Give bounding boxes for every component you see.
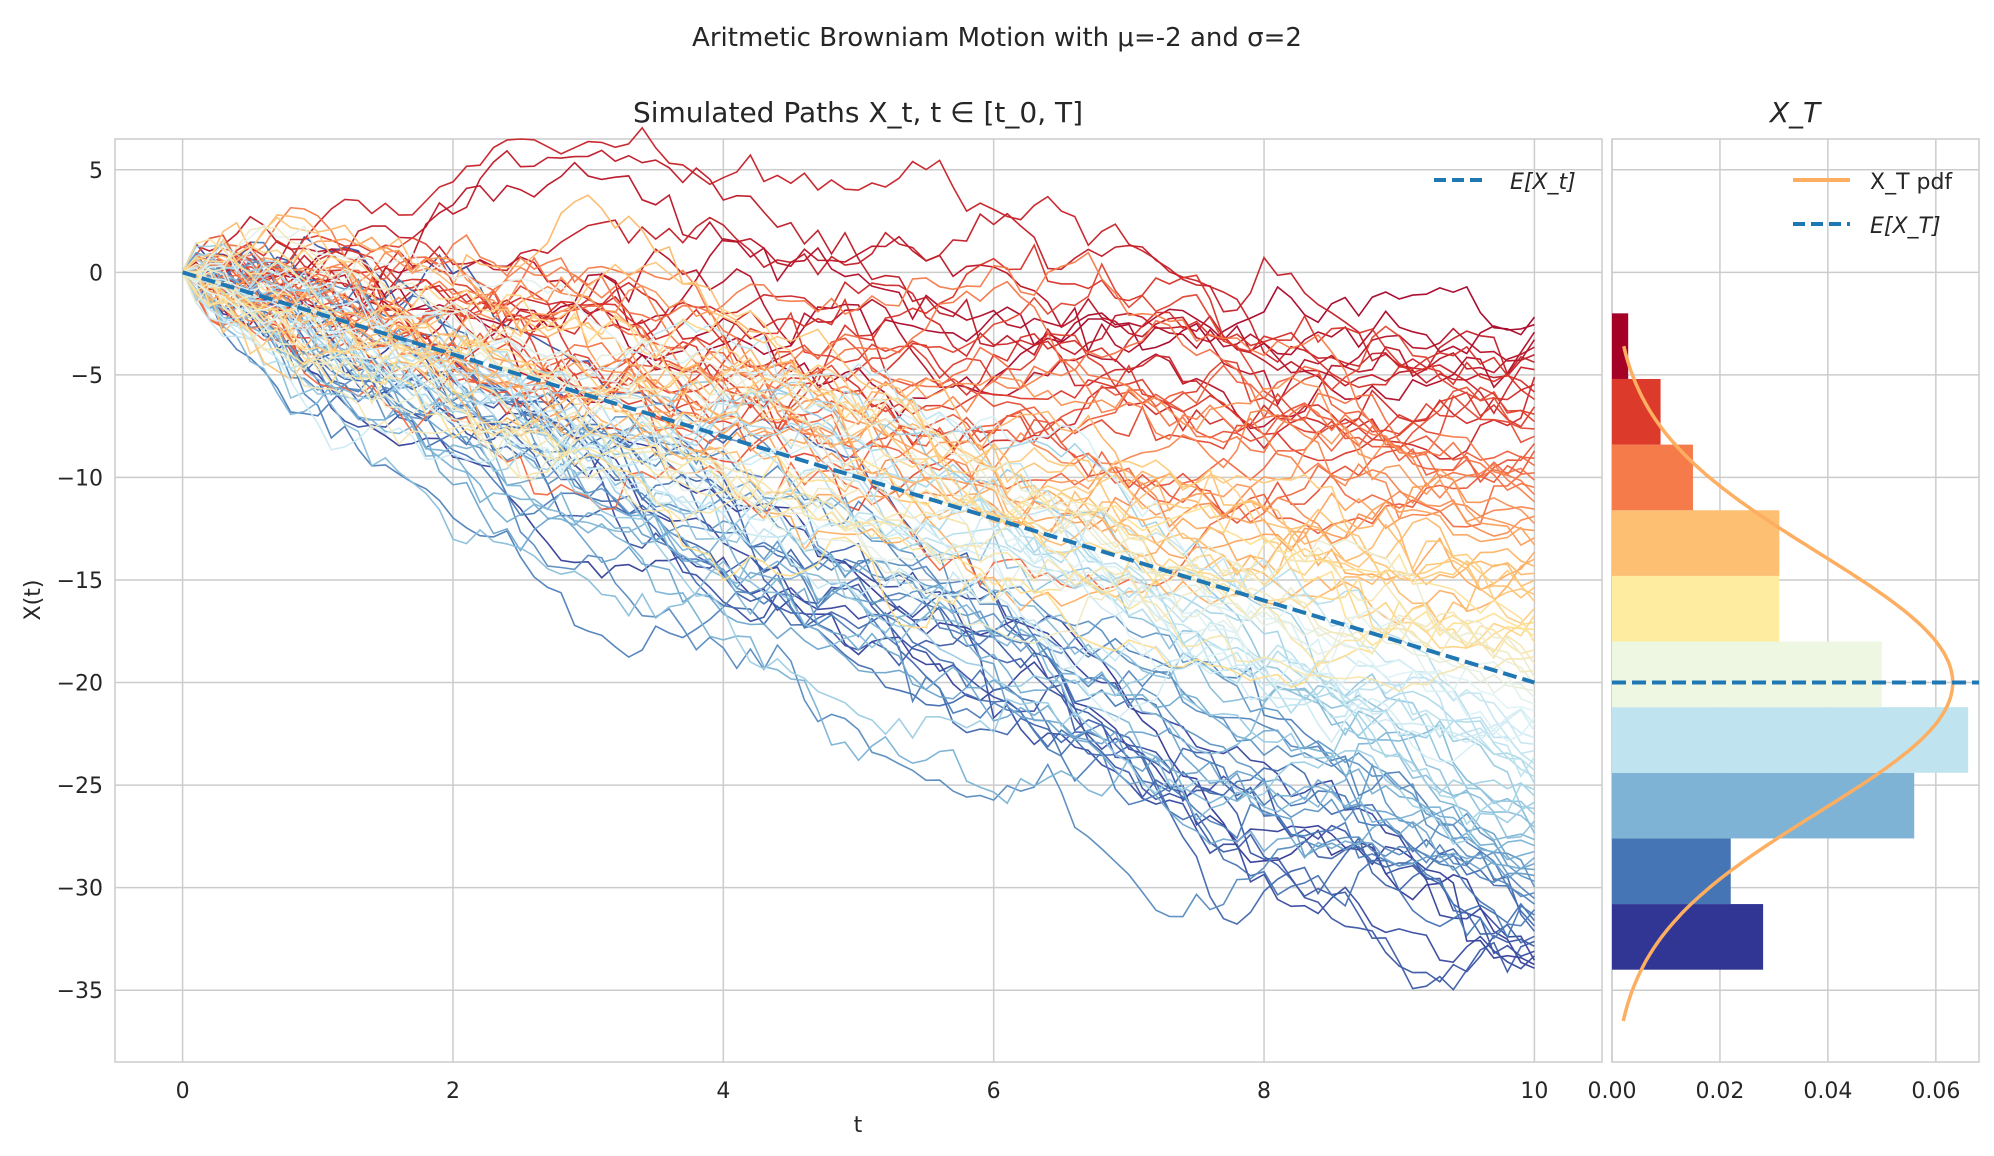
histogram-bar — [1612, 444, 1693, 511]
legend-mean-label-hist: E[X_T] — [1870, 214, 1941, 239]
paths-y-tick-label: 0 — [89, 261, 103, 286]
legend-pdf-label: X_T pdf — [1870, 170, 1953, 195]
simulated-path — [182, 263, 1536, 678]
simulated-path — [181, 271, 1535, 966]
simulated-path — [181, 271, 1535, 647]
simulated-path — [181, 266, 1535, 505]
paths-x-tick-label: 2 — [446, 1079, 460, 1104]
simulated-path — [181, 271, 1536, 685]
simulated-path — [181, 252, 1536, 460]
simulated-path — [182, 271, 1535, 883]
simulated-path — [181, 256, 1535, 451]
paths-y-tick-label: −5 — [71, 364, 103, 389]
simulated-path — [182, 271, 1535, 626]
histogram-bar — [1612, 575, 1780, 642]
simulated-path — [182, 257, 1535, 826]
paths-y-tick-label: −20 — [57, 672, 103, 697]
paths-y-tick-label: 5 — [89, 159, 103, 184]
simulated-path — [181, 271, 1536, 602]
paths-x-tick-label: 6 — [987, 1079, 1001, 1104]
paths-x-tick-label: 4 — [716, 1079, 730, 1104]
simulated-path — [182, 265, 1535, 699]
simulated-path — [182, 269, 1536, 665]
simulated-path — [182, 257, 1536, 888]
paths-y-tick-label: −30 — [57, 877, 103, 902]
histogram-x-tick-label: 0.04 — [1803, 1079, 1852, 1104]
simulated-path — [181, 271, 1535, 745]
simulated-path — [182, 258, 1535, 692]
simulated-path — [182, 226, 1535, 673]
simulated-path — [182, 271, 1535, 712]
simulated-path — [181, 271, 1535, 853]
simulated-path — [181, 271, 1535, 492]
simulated-path — [182, 212, 1535, 376]
paths-y-ticks: 5 0 −5 −10 −15 −20 −25 −30 −35 — [57, 159, 103, 1004]
simulated-path — [182, 271, 1536, 940]
histogram-bar — [1612, 904, 1764, 970]
simulated-path — [182, 271, 1535, 693]
simulated-path — [182, 270, 1536, 779]
paths-mean — [182, 270, 1535, 685]
paths-x-tick-label: 10 — [1520, 1079, 1548, 1104]
paths-y-tick-label: −15 — [57, 569, 103, 594]
histogram-bar — [1612, 313, 1629, 379]
paths-chart: 0 2 4 6 8 10 5 0 −5 −10 −15 −20 −25 −30 −35 Simulated… — [21, 96, 1603, 1138]
histogram-bar — [1612, 838, 1731, 905]
paths-x-tick-label: 0 — [176, 1079, 190, 1104]
histogram-legend: X_T pdf E[X_T] — [1793, 170, 1953, 239]
histogram-bar — [1612, 641, 1882, 708]
simulated-path — [181, 238, 1536, 644]
simulated-path — [182, 251, 1535, 545]
paths-mean-line — [182, 270, 1535, 685]
legend-mean-label: E[X_t] — [1510, 170, 1576, 195]
histogram-title: X_T — [1768, 96, 1822, 129]
simulated-path — [182, 161, 1535, 407]
paths-ylabel: X(t) — [21, 580, 46, 621]
figure-suptitle: Aritmetic Browniam Motion with μ=-2 and … — [692, 23, 1302, 53]
paths-y-tick-label: −10 — [57, 466, 103, 491]
simulated-path — [181, 243, 1535, 845]
simulated-path — [182, 239, 1535, 397]
simulated-path — [182, 243, 1535, 481]
paths-x-tick-label: 8 — [1257, 1079, 1271, 1104]
simulated-path — [182, 269, 1535, 765]
histogram-x-tick-label: 0.00 — [1588, 1079, 1637, 1104]
paths-x-ticks: 0 2 4 6 8 10 — [176, 1079, 1549, 1104]
paths-title: Simulated Paths X_t, t ∈ [t_0, T] — [633, 96, 1083, 129]
histogram-x-ticks: 0.00 0.02 0.04 0.06 — [1588, 1079, 1961, 1104]
simulated-path — [181, 251, 1535, 877]
simulated-path — [181, 271, 1535, 755]
histogram-x-tick-label: 0.02 — [1695, 1079, 1744, 1104]
paths-legend: E[X_t] — [1434, 170, 1576, 195]
paths-xlabel: t — [854, 1113, 863, 1138]
histogram-x-tick-label: 0.06 — [1911, 1079, 1960, 1104]
paths-y-tick-label: −35 — [57, 979, 103, 1004]
histogram-bars — [1612, 313, 1969, 970]
histogram-bar — [1612, 510, 1780, 576]
simulated-path — [181, 149, 1535, 387]
simulated-path — [182, 247, 1536, 462]
simulated-path — [182, 265, 1535, 870]
simulated-path — [181, 255, 1535, 427]
histogram-bar — [1612, 707, 1969, 773]
simulated-path — [181, 271, 1535, 841]
simulated-path — [182, 234, 1535, 442]
simulated-path — [182, 237, 1535, 653]
histogram-chart: 0.00 0.02 0.04 0.06 X_T X_T pdf E[X_T] — [1588, 96, 1980, 1104]
paths-series — [181, 126, 1536, 991]
simulated-path — [182, 257, 1535, 828]
histogram-bar — [1612, 772, 1915, 839]
simulated-path — [182, 265, 1535, 870]
paths-y-tick-label: −25 — [57, 774, 103, 799]
simulated-path — [181, 234, 1535, 525]
